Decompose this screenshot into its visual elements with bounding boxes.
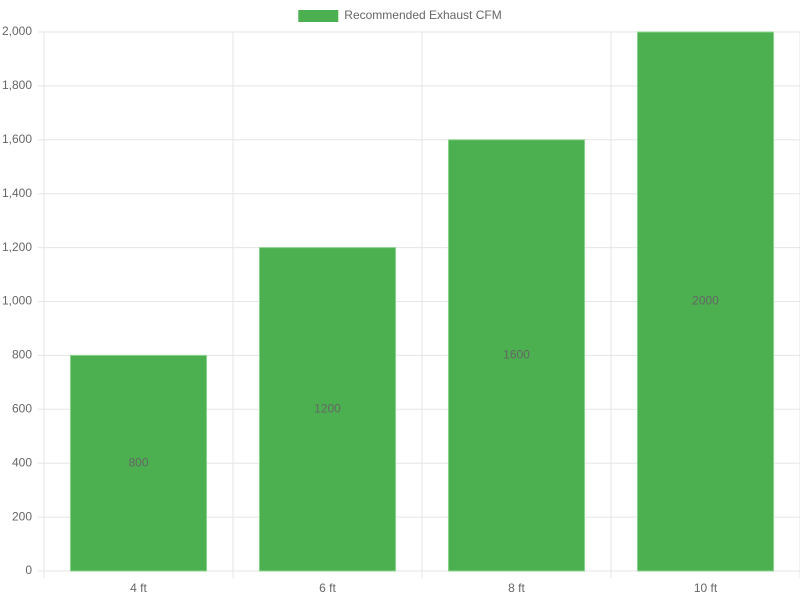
y-tick-label: 800 bbox=[12, 348, 32, 362]
data-label: 1200 bbox=[314, 401, 341, 415]
y-tick-label: 1,600 bbox=[2, 132, 32, 146]
bar bbox=[447, 139, 586, 572]
y-tick-label: 600 bbox=[12, 401, 32, 415]
y-tick-label: 200 bbox=[12, 509, 32, 523]
y-tick-label: 400 bbox=[12, 455, 32, 469]
data-label: 1600 bbox=[503, 348, 530, 362]
legend-label: Recommended Exhaust CFM bbox=[344, 8, 501, 22]
y-tick-label: 1,800 bbox=[2, 78, 32, 92]
y-tick-label: 1,200 bbox=[2, 240, 32, 254]
x-tick-label: 8 ft bbox=[508, 581, 525, 595]
x-tick-label: 10 ft bbox=[694, 581, 718, 595]
data-label: 2000 bbox=[692, 294, 719, 308]
bar bbox=[258, 247, 397, 572]
y-tick-label: 1,000 bbox=[2, 294, 32, 308]
y-tick-label: 0 bbox=[25, 563, 32, 577]
bar bbox=[636, 31, 775, 572]
legend-swatch bbox=[298, 10, 339, 22]
y-tick-label: 2,000 bbox=[2, 24, 32, 38]
x-tick-label: 4 ft bbox=[130, 581, 147, 595]
data-label: 800 bbox=[128, 455, 148, 469]
x-tick-label: 6 ft bbox=[319, 581, 336, 595]
y-tick-label: 1,400 bbox=[2, 186, 32, 200]
bar bbox=[69, 354, 208, 572]
